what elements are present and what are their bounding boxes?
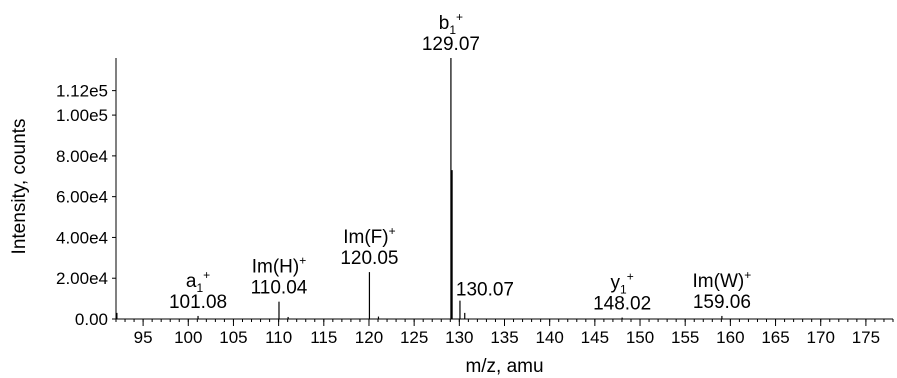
- ion-label: Im(F)+: [343, 224, 395, 248]
- peak-mz-label: 110.04: [251, 278, 308, 299]
- y-tick-label: 1.00e5: [56, 106, 108, 125]
- x-tick-label: 165: [761, 328, 789, 347]
- x-tick-label: 125: [400, 328, 428, 347]
- peak-mz-label: 130.07: [456, 280, 514, 301]
- ion-label: y1+: [611, 270, 634, 297]
- x-tick-label: 145: [581, 328, 609, 347]
- y-tick-label: 0.00: [75, 310, 108, 329]
- x-tick-label: 155: [671, 328, 699, 347]
- plot-area: 95 100 105 110 115 120 125 130 135 140 145 150 155 16…: [56, 10, 894, 347]
- peak-annotations: a1+101.08 Im(H)+110.04 Im(F)+120.05 b1+129.…: [169, 10, 751, 315]
- y-tick-label: 4.00e4: [56, 228, 108, 247]
- x-axis-ticks: 95 100 105 110 115 120 125 130 135 140 145 150 155 16…: [115, 319, 894, 347]
- x-tick-label: 95: [134, 328, 153, 347]
- peak-mz-label: 148.02: [593, 294, 651, 315]
- peak-mz-label: 120.05: [340, 248, 398, 269]
- peak-annotation-129.07: b1+129.07: [422, 10, 480, 55]
- y-tick-label: 2.00e4: [56, 269, 108, 288]
- y-tick-label: 6.00e4: [56, 188, 108, 207]
- x-tick-label: 140: [535, 328, 563, 347]
- x-tick-label: 130: [445, 328, 473, 347]
- y-axis-ticks: 0.00 2.00e4 4.00e4 6.00e4 8.00e4 1.00e5 1.12e5: [56, 82, 116, 329]
- x-tick-label: 105: [219, 328, 247, 347]
- x-tick-label: 100: [174, 328, 202, 347]
- peak-annotation-101.08: a1+101.08: [169, 268, 227, 313]
- x-tick-label: 175: [852, 328, 880, 347]
- x-tick-label: 110: [265, 328, 292, 347]
- x-tick-label: 160: [716, 328, 744, 347]
- ion-label: b1+: [439, 10, 463, 37]
- x-tick-label: 120: [355, 328, 383, 347]
- x-tick-label: 150: [626, 328, 654, 347]
- peak-annotation-120.05: Im(F)+120.05: [340, 224, 398, 269]
- ion-label: Im(W)+: [693, 268, 752, 292]
- peak-mz-label: 101.08: [169, 292, 227, 313]
- x-tick-label: 135: [490, 328, 518, 347]
- y-axis-title: Intensity, counts: [9, 119, 30, 255]
- peak-annotation-110.04: Im(H)+110.04: [251, 254, 308, 299]
- ion-label: Im(H)+: [252, 254, 307, 278]
- ion-label: a1+: [186, 268, 210, 295]
- x-tick-label: 115: [310, 328, 337, 347]
- x-tick-label: 170: [807, 328, 835, 347]
- y-tick-label: 8.00e4: [56, 147, 108, 166]
- peak-annotation-130.07: 130.07: [456, 280, 514, 301]
- peak-annotation-159.06: Im(W)+159.06: [693, 268, 752, 313]
- peak-annotation-148.02: y1+148.02: [593, 270, 651, 315]
- peak-mz-label: 159.06: [693, 292, 751, 313]
- x-axis-title: m/z, amu: [465, 356, 543, 377]
- y-tick-label: 1.12e5: [56, 82, 108, 101]
- peak-mz-label: 129.07: [422, 34, 480, 55]
